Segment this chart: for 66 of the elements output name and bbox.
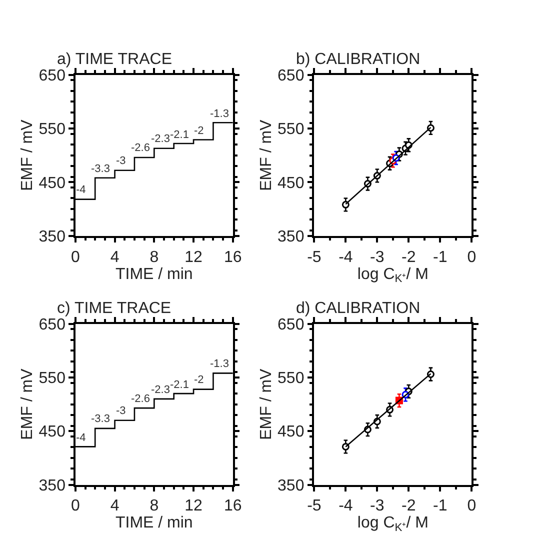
annotation: -2.6 — [131, 393, 150, 405]
y-tick-label: 350 — [278, 228, 304, 246]
chart-title: a) TIME TRACE — [57, 51, 172, 68]
x-tick-label: -2 — [402, 498, 416, 515]
x-tick-label: 0 — [467, 498, 476, 515]
annotation: -3.3 — [91, 413, 110, 425]
x-axis-title: log C$_{K⁺}$/ M — [357, 514, 428, 534]
annotation: -1.3 — [210, 358, 229, 370]
x-tick-label: -5 — [307, 248, 322, 266]
y-tick-label: 550 — [38, 370, 66, 388]
annotation: -4 — [76, 432, 86, 444]
x-tick-label: 12 — [184, 248, 203, 266]
y-tick-label: 350 — [278, 477, 304, 494]
x-tick-label: -3 — [370, 498, 384, 515]
annotation: -2.3 — [151, 384, 170, 396]
y-tick-label: 650 — [38, 316, 66, 334]
y-tick-label: 550 — [278, 121, 304, 138]
x-tick-label: -3 — [370, 248, 384, 266]
annotation: -3 — [116, 155, 126, 167]
y-tick-label: 650 — [278, 67, 304, 84]
annotation: -2.1 — [170, 129, 189, 141]
x-tick-label: -4 — [338, 498, 353, 515]
x-tick-label: 12 — [184, 498, 203, 515]
y-tick-label: 650 — [38, 67, 66, 84]
x-tick-label: 4 — [110, 498, 120, 515]
y-axis-title: EMF / mV — [19, 119, 36, 191]
annotation: -2 — [194, 125, 204, 137]
x-tick-label: -4 — [338, 248, 353, 266]
x-tick-label: -5 — [307, 498, 322, 515]
annotation: -2.6 — [131, 142, 150, 154]
y-axis-title: EMF / mV — [19, 368, 36, 440]
chart-title: c) TIME TRACE — [57, 300, 172, 317]
annotation: -4 — [76, 184, 86, 196]
y-tick-label: 350 — [38, 228, 66, 246]
x-tick-label: 16 — [224, 248, 242, 266]
annotation: -1.3 — [210, 108, 229, 120]
x-tick-label: 8 — [150, 248, 159, 266]
y-tick-label: 450 — [278, 424, 304, 441]
x-axis-title: log C$_{K⁺}$/ M — [357, 266, 428, 286]
chart-title: b) CALIBRATION — [296, 51, 420, 68]
x-tick-label: -2 — [402, 248, 416, 266]
x-tick-label: -1 — [433, 248, 448, 266]
x-tick-label: 0 — [467, 248, 476, 266]
x-tick-label: 16 — [224, 498, 242, 515]
x-tick-label: 8 — [150, 498, 159, 515]
y-tick-label: 650 — [278, 316, 304, 334]
annotation: -3 — [116, 405, 126, 417]
x-axis-title: TIME / min — [115, 266, 193, 283]
y-tick-label: 450 — [278, 174, 304, 192]
y-tick-label: 350 — [38, 477, 66, 494]
y-tick-label: 550 — [38, 121, 66, 138]
y-tick-label: 450 — [38, 174, 66, 192]
x-tick-label: -1 — [433, 498, 448, 515]
chart-title: d) CALIBRATION — [296, 300, 420, 317]
x-tick-label: 0 — [70, 248, 80, 266]
y-tick-label: 550 — [278, 370, 304, 388]
x-tick-label: 0 — [70, 498, 80, 515]
annotation: -3.3 — [91, 163, 110, 175]
x-axis-title: TIME / min — [115, 514, 193, 532]
annotation: -2 — [194, 374, 204, 386]
y-tick-label: 450 — [38, 424, 66, 441]
y-axis-title: EMF / mV — [258, 119, 275, 191]
annotation: -2.1 — [170, 379, 189, 391]
annotation: -2.3 — [151, 133, 170, 145]
y-axis-title: EMF / mV — [258, 368, 275, 440]
x-tick-label: 4 — [110, 248, 120, 266]
